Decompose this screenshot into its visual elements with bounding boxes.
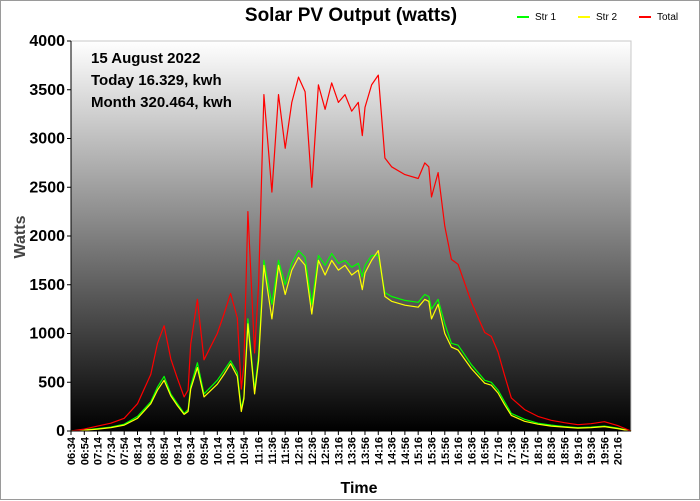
x-tick-label: 18:56: [560, 437, 572, 465]
x-tick-label: 09:14: [172, 436, 184, 465]
x-tick-label: 08:54: [159, 436, 171, 465]
annotation-3: Month 320.464, kwh: [91, 94, 232, 111]
x-tick-label: 07:14: [93, 436, 105, 465]
x-tick-label: 19:16: [573, 437, 585, 465]
x-tick-label: 15:16: [413, 437, 425, 465]
x-tick-label: 09:34: [186, 436, 198, 465]
x-tick-label: 15:36: [427, 437, 439, 465]
x-tick-label: 07:54: [119, 436, 131, 465]
x-tick-label: 10:54: [239, 436, 251, 465]
x-tick-label: 18:16: [533, 437, 545, 465]
x-axis-ticks: 06:34 06:54 07:14 07:34 07:54 08:14 08:34 08:54…: [66, 431, 625, 465]
annotation-2: Today 16.329, kwh: [91, 72, 222, 89]
x-tick-label: 12:36: [307, 437, 319, 465]
y-tick-label: 500: [38, 374, 65, 391]
x-tick-label: 16:56: [480, 437, 492, 465]
x-tick-label: 17:56: [520, 437, 532, 465]
y-axis-label: Watts: [12, 215, 29, 258]
x-tick-label: 09:54: [199, 436, 211, 465]
x-tick-label: 17:16: [493, 437, 505, 465]
y-tick-label: 1500: [29, 277, 65, 294]
y-tick-label: 2500: [29, 179, 65, 196]
x-tick-label: 07:34: [106, 436, 118, 465]
x-tick-label: 16:16: [453, 437, 465, 465]
y-tick-label: 2000: [29, 228, 65, 245]
annotations: 15 August 2022 Today 16.329, kwh Month 320…: [91, 50, 232, 111]
legend-label-str-2: Str 2: [596, 12, 618, 23]
x-tick-label: 06:34: [66, 436, 78, 465]
annotation-1: 15 August 2022: [91, 50, 201, 67]
x-tick-label: 18:36: [546, 437, 558, 465]
x-tick-label: 19:36: [586, 437, 598, 465]
legend: Str 1 Str 2 Total: [517, 12, 678, 23]
y-tick-label: 1000: [29, 326, 65, 343]
x-tick-label: 19:56: [599, 437, 611, 465]
series-line-str-2: [70, 250, 632, 432]
legend-label-str-1: Str 1: [535, 12, 557, 23]
x-tick-label: 11:36: [267, 437, 279, 465]
x-tick-label: 10:14: [212, 436, 224, 465]
y-axis-ticks: 0 500 1000 1500 2000 2500 3000 3500 4000: [29, 33, 71, 440]
x-tick-label: 13:36: [347, 437, 359, 465]
x-tick-label: 12:56: [320, 437, 332, 465]
y-tick-label: 3000: [29, 131, 65, 148]
x-tick-label: 12:16: [294, 437, 306, 465]
x-tick-label: 20:16: [613, 437, 625, 465]
x-tick-label: 11:16: [254, 437, 266, 465]
x-tick-label: 16:36: [466, 437, 478, 465]
x-tick-label: 13:56: [360, 437, 372, 465]
x-tick-label: 14:16: [373, 437, 385, 465]
legend-label-total: Total: [657, 12, 678, 23]
x-axis-label: Time: [340, 480, 377, 497]
series-line-total: [70, 74, 632, 432]
x-tick-label: 08:34: [146, 436, 158, 465]
x-tick-label: 17:36: [506, 437, 518, 465]
series-lines: [70, 74, 632, 432]
x-tick-label: 06:54: [79, 436, 91, 465]
x-tick-label: 11:56: [280, 437, 292, 465]
y-tick-label: 0: [56, 423, 65, 440]
y-tick-label: 4000: [29, 33, 65, 50]
x-tick-label: 14:56: [400, 437, 412, 465]
y-tick-label: 3500: [29, 82, 65, 99]
plot-area: [70, 40, 632, 432]
series-line-str-1: [70, 250, 632, 432]
x-tick-label: 15:56: [440, 437, 452, 465]
x-tick-label: 13:16: [333, 437, 345, 465]
x-tick-label: 14:36: [387, 437, 399, 465]
x-tick-label: 08:14: [133, 436, 145, 465]
x-tick-label: 10:34: [226, 436, 238, 465]
chart-title: Solar PV Output (watts): [245, 5, 457, 26]
